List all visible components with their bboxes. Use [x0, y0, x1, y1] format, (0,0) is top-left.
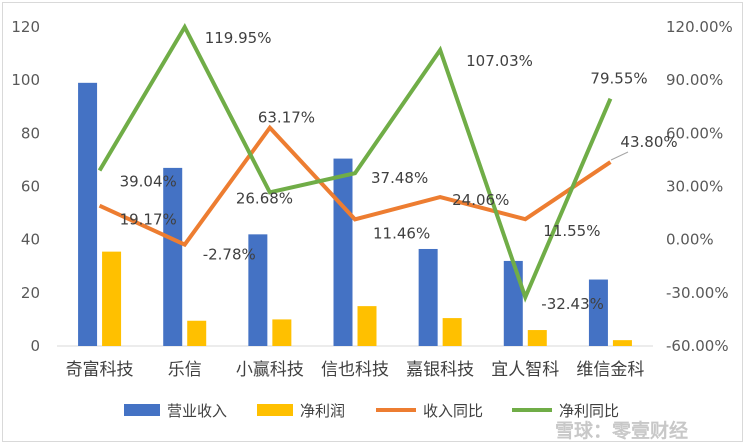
legend-profit-yoy-label: 净利同比 — [559, 402, 619, 420]
data-label-revenue-yoy: 19.17% — [120, 211, 177, 229]
bar-revenue — [503, 260, 523, 346]
left-tick-label: 60 — [21, 178, 40, 196]
line-profit-yoy — [97, 22, 613, 303]
legend-revenue-label: 营业收入 — [167, 402, 227, 420]
bar-net-profit — [102, 251, 122, 346]
line-revenue-yoy — [98, 124, 612, 248]
bar-revenue — [163, 167, 183, 346]
left-tick-label: 120 — [11, 18, 40, 36]
data-label-profit-yoy: -32.43% — [541, 295, 604, 313]
category-label: 乐信 — [168, 360, 202, 380]
right-tick-label: -60.00% — [666, 337, 729, 355]
right-tick-label: 0.00% — [666, 231, 714, 249]
bar-net-profit — [357, 306, 377, 346]
right-tick-label: -30.00% — [666, 284, 729, 302]
left-tick-label: 20 — [21, 284, 40, 302]
data-label-revenue-yoy: 24.06% — [452, 191, 509, 209]
data-label-profit-yoy: 37.48% — [371, 169, 428, 187]
bar-net-profit — [187, 320, 207, 346]
right-tick-label: 90.00% — [666, 71, 723, 89]
data-label-revenue-yoy: 43.80% — [620, 133, 677, 151]
legend-net-profit-swatch — [257, 404, 293, 416]
data-label-revenue-yoy: 11.55% — [543, 222, 600, 240]
data-label-revenue-yoy: 63.17% — [258, 109, 315, 127]
legend-net-profit-label: 净利润 — [300, 402, 345, 420]
bar-revenue — [588, 279, 608, 346]
data-label-profit-yoy: 26.68% — [236, 189, 293, 207]
left-tick-label: 80 — [21, 124, 40, 142]
left-tick-label: 0 — [30, 337, 40, 355]
data-label-profit-yoy: 119.95% — [205, 29, 272, 47]
data-label-revenue-yoy: -2.78% — [203, 246, 256, 264]
category-label: 维信金科 — [576, 360, 644, 380]
right-tick-label: 60.00% — [666, 124, 723, 142]
bar-revenue — [333, 158, 353, 346]
data-label-profit-yoy: 79.55% — [590, 70, 647, 88]
legend-revenue-yoy-label: 收入同比 — [423, 402, 483, 420]
watermark: 雪球：零壹财经 — [555, 419, 688, 442]
category-label: 嘉银科技 — [406, 360, 474, 380]
data-label-revenue-yoy: 11.46% — [373, 224, 430, 242]
bar-revenue — [418, 248, 438, 346]
category-label: 信也科技 — [321, 360, 389, 380]
right-tick-label: 120.00% — [666, 18, 733, 36]
data-label-profit-yoy: 107.03% — [466, 52, 533, 70]
category-label: 奇富科技 — [66, 360, 134, 380]
left-tick-label: 100 — [11, 71, 40, 89]
right-tick-label: 30.00% — [666, 178, 723, 196]
category-label: 小赢科技 — [236, 360, 304, 380]
data-label-profit-yoy: 39.04% — [120, 172, 177, 190]
bar-revenue — [248, 234, 268, 346]
bar-net-profit — [442, 318, 462, 346]
bar-revenue — [78, 82, 98, 346]
bar-net-profit — [527, 330, 547, 346]
bar-net-profit — [612, 340, 632, 346]
left-tick-label: 40 — [21, 231, 40, 249]
bar-net-profit — [272, 319, 292, 346]
legend-revenue-swatch — [124, 404, 160, 416]
leader-line — [610, 151, 629, 161]
category-label: 宜人智科 — [491, 360, 559, 380]
